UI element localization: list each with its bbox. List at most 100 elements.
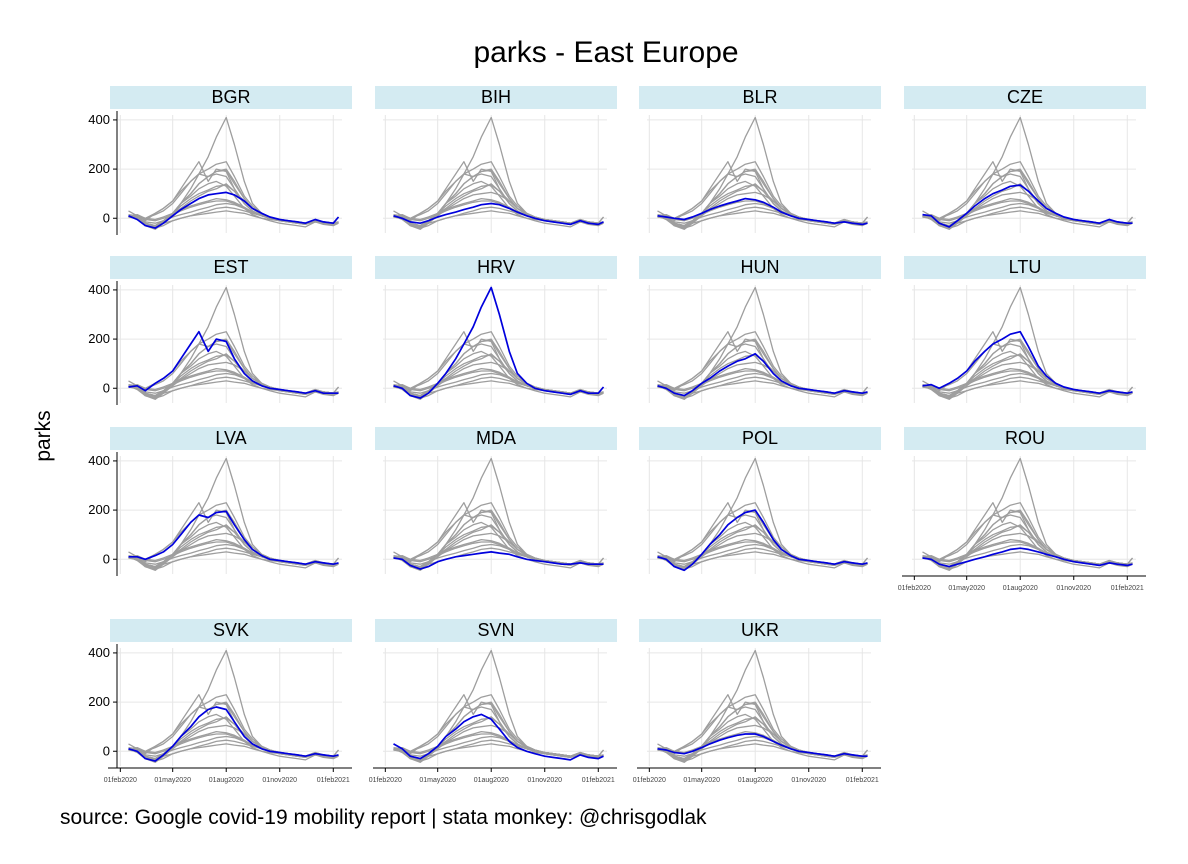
series-line-ltu bbox=[657, 502, 868, 565]
series-line-bih bbox=[128, 202, 339, 226]
series-line-bih bbox=[657, 372, 868, 396]
panel-label: EST bbox=[213, 257, 248, 277]
series-line-pol bbox=[393, 701, 604, 763]
series-line-est bbox=[657, 161, 868, 224]
series-line-bih bbox=[922, 372, 1133, 396]
y-tick-label: 400 bbox=[88, 645, 110, 660]
panel-label: UKR bbox=[741, 620, 779, 640]
series-line-rou bbox=[657, 206, 868, 227]
panel-label: SVK bbox=[213, 620, 249, 640]
series-line-lva bbox=[393, 339, 604, 394]
series-line-rou bbox=[393, 739, 604, 760]
series-line-est bbox=[393, 502, 604, 565]
x-tick-label: 01may2020 bbox=[419, 777, 456, 784]
y-tick-label: 0 bbox=[103, 210, 110, 225]
x-tick-label: 01aug2020 bbox=[738, 777, 773, 784]
series-line-cze bbox=[922, 354, 1133, 398]
series-line-pol bbox=[128, 338, 339, 400]
series-line-ltu bbox=[393, 331, 604, 394]
x-tick-label: 01may2020 bbox=[683, 777, 720, 784]
series-line-bih bbox=[657, 202, 868, 226]
series-line-ltu bbox=[393, 161, 604, 224]
series-line-ltu bbox=[657, 694, 868, 757]
y-tick-label: 200 bbox=[88, 331, 110, 346]
series-line-pol bbox=[657, 701, 868, 763]
series-line-bih bbox=[128, 543, 339, 567]
panel-label: BGR bbox=[211, 87, 250, 107]
x-tick-label: 01nov2020 bbox=[262, 777, 297, 784]
highlight-line-rou bbox=[922, 547, 1133, 568]
series-line-bih bbox=[128, 735, 339, 759]
highlight-line-bih bbox=[393, 202, 604, 226]
series-line-lva bbox=[393, 510, 604, 565]
panel-label: SVN bbox=[477, 620, 514, 640]
series-line-pol bbox=[128, 168, 339, 230]
series-line-svn bbox=[657, 180, 868, 228]
series-line-lva bbox=[922, 169, 1133, 224]
series-line-pol bbox=[657, 338, 868, 400]
series-line-est bbox=[657, 694, 868, 757]
series-line-ltu bbox=[128, 161, 339, 224]
x-tick-label: 01feb2020 bbox=[633, 777, 666, 784]
series-line-pol bbox=[393, 168, 604, 230]
panel-bgr: BGR 0 200 400 bbox=[88, 86, 352, 235]
series-line-rou bbox=[657, 739, 868, 760]
series-line-ltu bbox=[922, 502, 1133, 565]
series-line-ltu bbox=[922, 161, 1133, 224]
series-line-cze bbox=[128, 525, 339, 569]
x-tick-label: 01may2020 bbox=[154, 777, 191, 784]
series-line-lva bbox=[657, 510, 868, 565]
y-tick-label: 0 bbox=[103, 380, 110, 395]
series-line-est bbox=[128, 502, 339, 565]
panel-label: MDA bbox=[476, 428, 516, 448]
panel-strip bbox=[904, 256, 1146, 279]
panel-strip bbox=[110, 256, 352, 279]
panel-label: ROU bbox=[1005, 428, 1045, 448]
panel-label: LTU bbox=[1009, 257, 1042, 277]
series-line-lva bbox=[393, 702, 604, 757]
series-line-bih bbox=[657, 735, 868, 759]
series-line-est bbox=[393, 161, 604, 224]
series-line-ltu bbox=[657, 161, 868, 224]
panel-strip bbox=[110, 427, 352, 450]
panel-strip bbox=[639, 427, 881, 450]
series-line-rou bbox=[393, 547, 604, 568]
series-line-pol bbox=[922, 509, 1133, 571]
panel-label: POL bbox=[742, 428, 778, 448]
x-tick-label: 01feb2021 bbox=[1111, 585, 1144, 592]
series-line-lva bbox=[922, 339, 1133, 394]
panel-strip bbox=[375, 86, 617, 109]
panel-strip bbox=[375, 256, 617, 279]
y-tick-label: 200 bbox=[88, 502, 110, 517]
series-line-ukr bbox=[393, 200, 604, 224]
series-line-pol bbox=[128, 509, 339, 571]
x-tick-label: 01feb2020 bbox=[898, 585, 931, 592]
panel-mda: MDA bbox=[375, 427, 617, 574]
series-line-cze bbox=[128, 717, 339, 761]
series-line-pol bbox=[922, 168, 1133, 230]
panel-cze: CZE bbox=[904, 86, 1146, 233]
highlight-line-ukr bbox=[657, 733, 868, 758]
series-line-est bbox=[393, 694, 604, 757]
x-tick-label: 01feb2021 bbox=[582, 777, 615, 784]
series-line-bih bbox=[128, 372, 339, 396]
series-line-svn bbox=[657, 713, 868, 761]
panel-label: HRV bbox=[477, 257, 515, 277]
panel-strip bbox=[639, 86, 881, 109]
highlight-line-lva bbox=[128, 510, 339, 566]
series-line-cze bbox=[393, 717, 604, 761]
series-line-pol bbox=[922, 338, 1133, 400]
series-line-cze bbox=[393, 354, 604, 398]
series-line-svn bbox=[922, 350, 1133, 398]
x-tick-label: 01aug2020 bbox=[474, 777, 509, 784]
series-line-est bbox=[922, 502, 1133, 565]
y-tick-label: 400 bbox=[88, 453, 110, 468]
source-note: source: Google covid-19 mobility report … bbox=[60, 806, 707, 829]
series-line-lva bbox=[128, 169, 339, 224]
highlight-line-mda bbox=[393, 551, 604, 570]
series-line-rou bbox=[922, 206, 1133, 227]
panel-label: CZE bbox=[1007, 87, 1043, 107]
series-line-cze bbox=[128, 184, 339, 228]
series-line-bih bbox=[393, 543, 604, 567]
